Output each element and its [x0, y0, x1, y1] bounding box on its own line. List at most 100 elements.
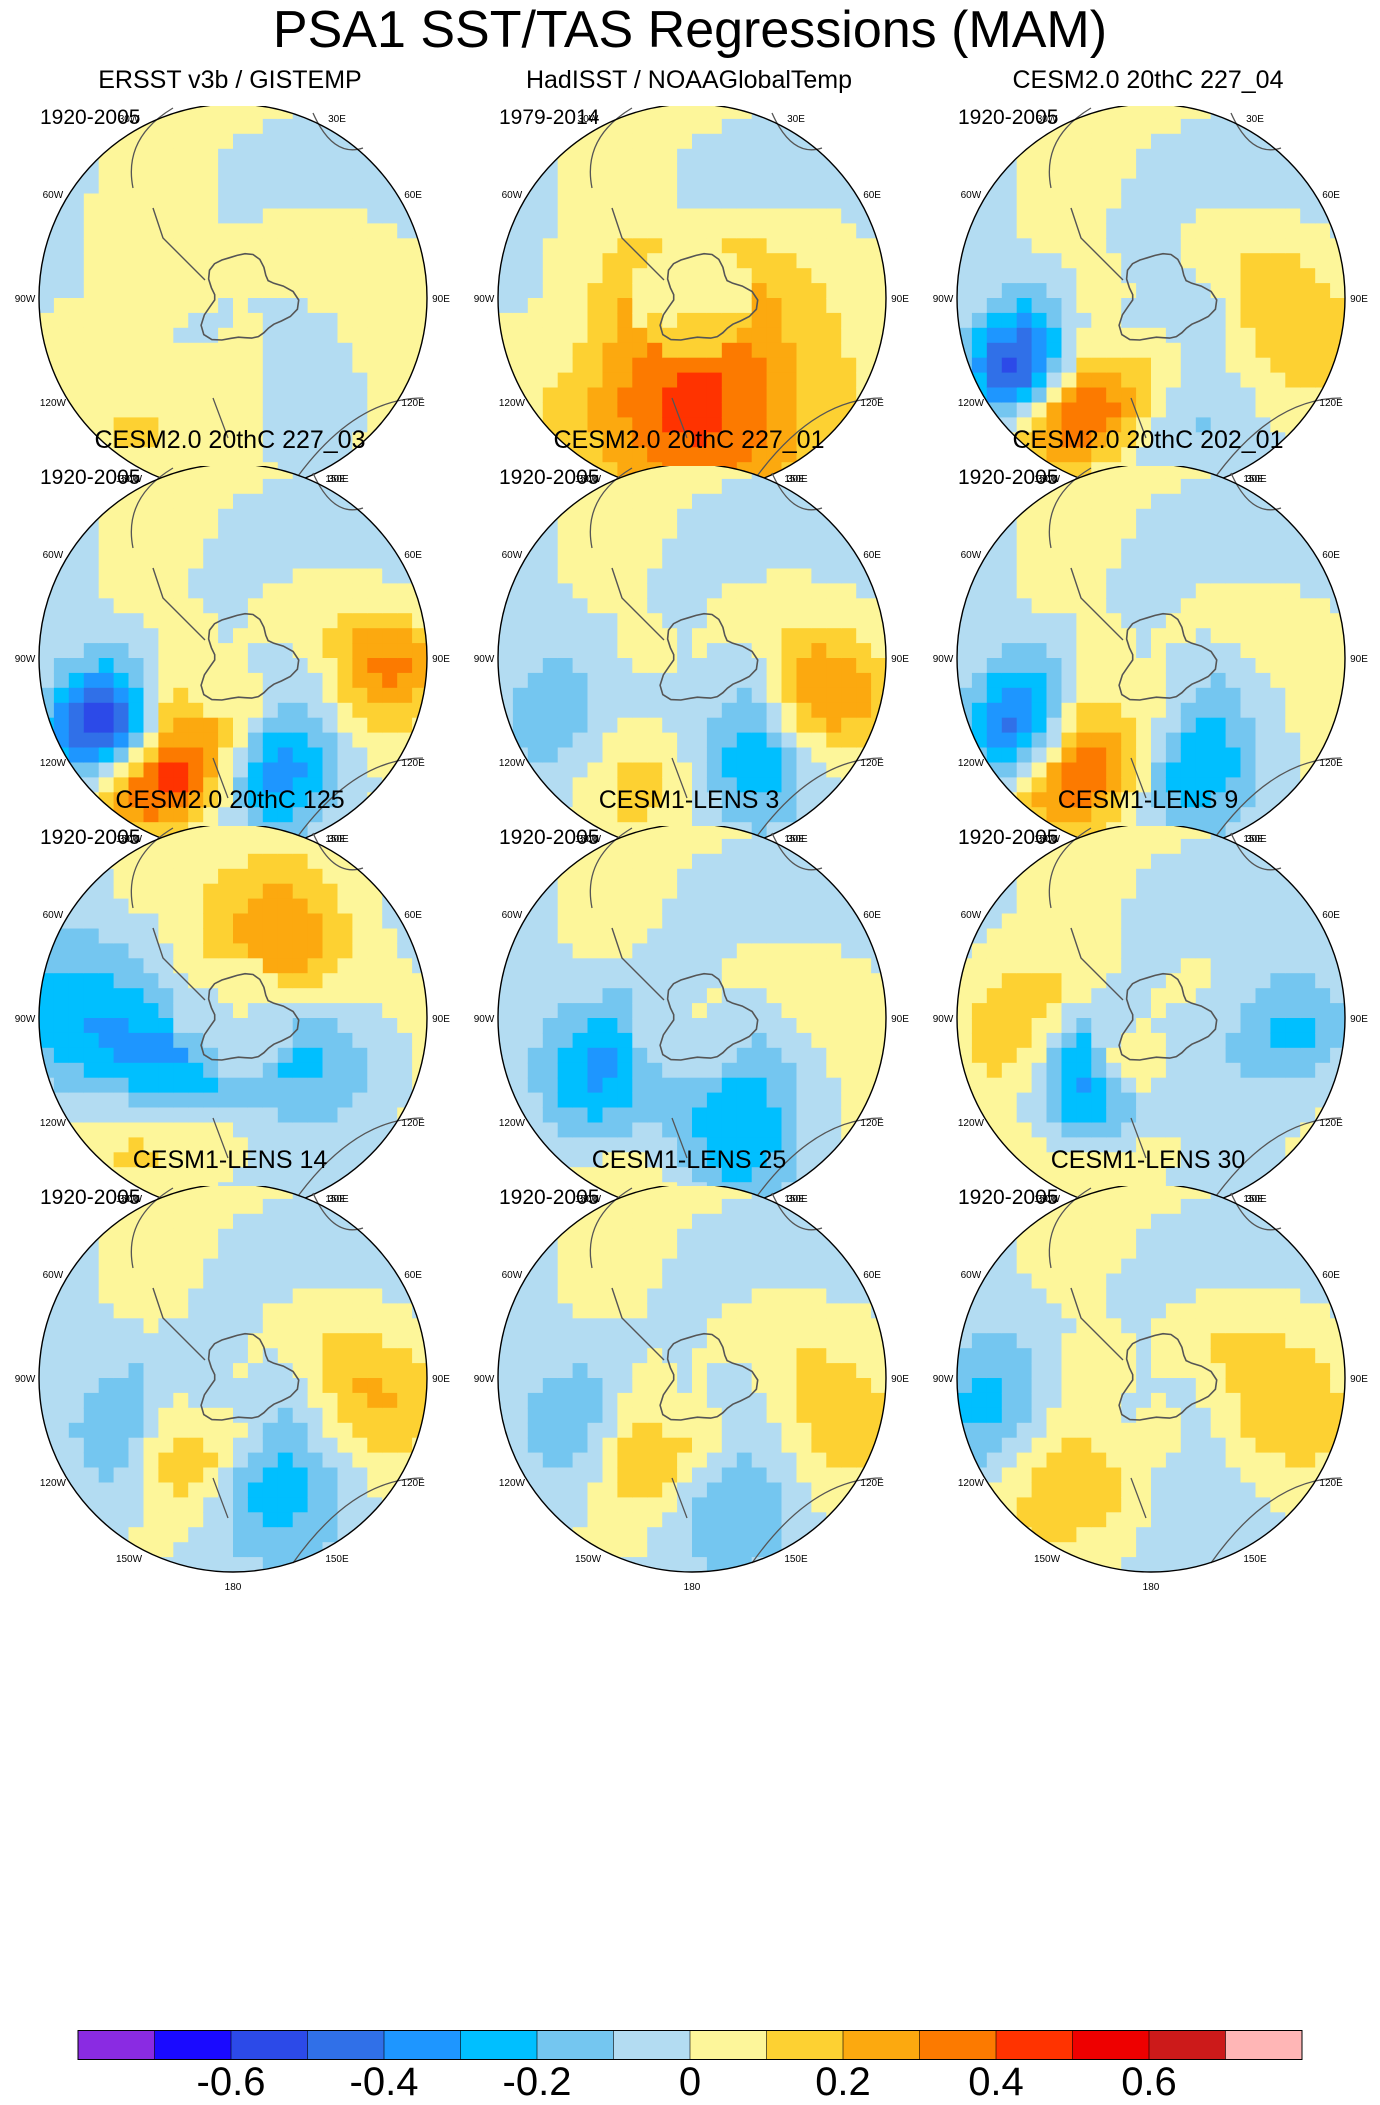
contour-cell [218, 1108, 234, 1124]
contour-cell [308, 718, 324, 734]
contour-cell [1106, 1093, 1122, 1109]
contour-cell [558, 179, 574, 195]
contour-cell [308, 899, 324, 915]
contour-cell [1211, 688, 1227, 704]
contour-cell [662, 673, 678, 689]
contour-cell [1106, 524, 1122, 540]
contour-cell [826, 929, 842, 945]
contour-cell [797, 223, 813, 239]
contour-cell [352, 1003, 368, 1019]
contour-cell [1181, 658, 1197, 674]
contour-cell [987, 688, 1003, 704]
contour-cell [129, 1093, 145, 1109]
contour-cell [677, 388, 693, 404]
contour-cell [498, 223, 514, 239]
contour-cell [588, 569, 604, 585]
contour-cell [1091, 388, 1107, 404]
contour-cell [677, 718, 693, 734]
contour-cell [987, 253, 1003, 269]
contour-cell [203, 403, 219, 419]
contour-cell [972, 583, 988, 599]
contour-cell [617, 973, 633, 989]
contour-cell [382, 1078, 398, 1094]
contour-cell [308, 628, 324, 644]
contour-cell [1121, 583, 1137, 599]
contour-cell [737, 1063, 753, 1079]
contour-cell [173, 658, 189, 674]
contour-cell [588, 268, 604, 284]
contour-cell [248, 134, 264, 150]
contour-cell [1017, 1033, 1032, 1049]
contour-cell [677, 914, 693, 930]
contour-cell [1032, 164, 1048, 180]
contour-cell [233, 403, 249, 419]
contour-cell [263, 479, 279, 495]
contour-cell [1315, 223, 1331, 239]
contour-cell [158, 524, 174, 540]
contour-cell [1211, 253, 1227, 269]
contour-cell [1121, 1108, 1137, 1124]
contour-cell [617, 658, 633, 674]
contour-cell [647, 509, 663, 525]
contour-cell [498, 358, 514, 374]
contour-cell [1002, 988, 1018, 1004]
contour-cell [1285, 583, 1301, 599]
contour-cell [218, 358, 234, 374]
contour-cell [987, 1063, 1003, 1079]
contour-cell [1211, 119, 1227, 134]
contour-cell [677, 1063, 693, 1079]
contour-cell [797, 583, 813, 599]
contour-cell [1121, 388, 1137, 404]
contour-cell [218, 763, 234, 779]
contour-cell [54, 1078, 70, 1094]
contour-cell [323, 149, 339, 165]
contour-cell [1017, 688, 1032, 704]
contour-cell [397, 929, 413, 945]
contour-cell [632, 194, 648, 210]
contour-cell [278, 1018, 294, 1034]
contour-cell [588, 658, 604, 674]
contour-cell [248, 598, 264, 614]
contour-cell [1211, 388, 1227, 404]
contour-cell [99, 658, 115, 674]
contour-cell [188, 1123, 204, 1139]
contour-cell [188, 119, 204, 134]
contour-cell [263, 194, 279, 210]
contour-cell [692, 106, 708, 120]
contour-cell [1002, 1108, 1018, 1124]
contour-cell [248, 1003, 264, 1019]
contour-cell [677, 643, 693, 659]
contour-cell [1241, 673, 1257, 689]
contour-cell [1106, 1048, 1122, 1064]
contour-cell [826, 598, 842, 614]
contour-cell [677, 479, 693, 495]
contour-cell [513, 238, 529, 254]
contour-cell [203, 839, 219, 855]
longitude-label: 90E [432, 1014, 450, 1025]
contour-cell [1121, 313, 1137, 329]
contour-cell [367, 899, 383, 915]
contour-cell [129, 914, 145, 930]
contour-cell [856, 298, 872, 314]
contour-cell [412, 253, 428, 269]
panel-title: ERSST v3b / GISTEMP [0, 66, 460, 95]
contour-cell [233, 688, 249, 704]
contour-cell [367, 298, 383, 314]
contour-cell [1256, 149, 1272, 165]
contour-cell [1076, 373, 1092, 389]
contour-cell [647, 298, 663, 314]
contour-cell [513, 223, 529, 239]
contour-cell [841, 929, 857, 945]
contour-cell [1062, 298, 1078, 314]
contour-cell [188, 1078, 204, 1094]
contour-cell [1002, 643, 1018, 659]
contour-cell [1091, 569, 1107, 585]
contour-cell [218, 929, 234, 945]
contour-cell [338, 613, 354, 629]
contour-cell [1017, 613, 1032, 629]
contour-cell [752, 569, 768, 585]
contour-cell [54, 358, 70, 374]
contour-cell [158, 134, 174, 150]
contour-cell [1241, 238, 1257, 254]
contour-cell [144, 569, 160, 585]
